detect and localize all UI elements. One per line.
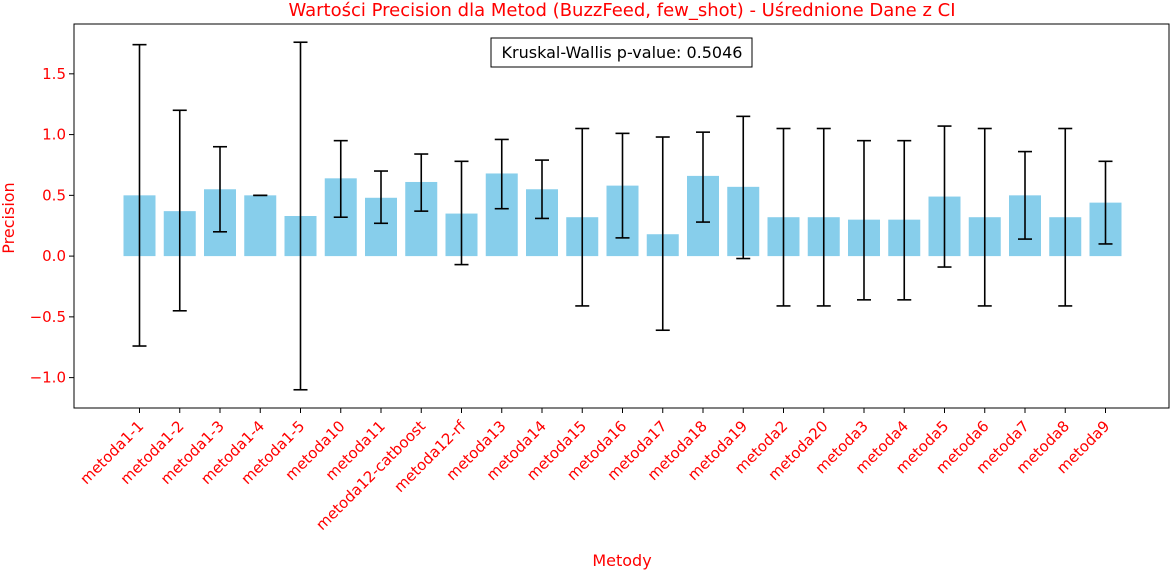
error-bar-metoda19 <box>736 115 751 260</box>
statistics-annotation: Kruskal-Wallis p-value: 0.5046 <box>490 37 753 68</box>
error-bar-metoda1-2 <box>172 109 187 312</box>
x-axis-label: Metody <box>592 551 651 570</box>
error-bar-metoda9 <box>1098 160 1113 245</box>
error-bar-metoda1-3 <box>213 145 227 233</box>
error-bar-metoda1-5 <box>293 41 308 391</box>
y-tick-label: 1.0 <box>42 126 66 144</box>
y-tick-label: −0.5 <box>30 308 66 326</box>
plot-frame <box>73 23 1170 409</box>
chart-title: Wartości Precision dla Metod (BuzzFeed, … <box>288 0 955 21</box>
error-bar-metoda8 <box>1058 127 1073 307</box>
y-axis-label: Precision <box>0 182 18 253</box>
error-bar-metoda16 <box>615 132 630 239</box>
error-bar-metoda20 <box>816 127 831 307</box>
error-bar-metoda17 <box>655 136 670 332</box>
error-bar-metoda14 <box>535 159 549 220</box>
y-tick-label: 1.5 <box>42 65 66 83</box>
error-bar-metoda7 <box>1018 150 1032 240</box>
bar-metoda1-4 <box>244 195 277 257</box>
error-bar-metoda5 <box>937 125 952 268</box>
error-bars-group <box>132 41 1113 391</box>
y-axis-ticks: −1.0 −0.5 0.0 0.5 1.0 1.5 <box>30 65 74 387</box>
y-tick-label: 0.5 <box>42 186 66 204</box>
error-bar-metoda2 <box>776 127 791 307</box>
error-bar-metoda3 <box>857 139 871 301</box>
error-bar-metoda10 <box>333 139 348 219</box>
error-bar-metoda4 <box>897 139 912 301</box>
error-bar-metoda15 <box>575 127 590 307</box>
y-tick-label: 0.0 <box>42 247 66 265</box>
error-bar-metoda6 <box>977 127 992 307</box>
error-bar-metoda11 <box>374 170 388 225</box>
annotation-text: Kruskal-Wallis p-value: 0.5046 <box>502 43 743 62</box>
error-bar-metoda12-rf <box>454 160 469 266</box>
y-tick-label: −1.0 <box>30 369 66 387</box>
error-bar-metoda13 <box>494 138 509 210</box>
error-bar-metoda12-catboost <box>414 153 429 212</box>
annotation-box <box>490 37 753 68</box>
error-bar-metoda1-1 <box>132 43 147 347</box>
error-bar-metoda18 <box>696 131 710 223</box>
x-axis-ticks: metoda1-1metoda1-2metoda1-3metoda1-4meto… <box>77 408 1113 534</box>
